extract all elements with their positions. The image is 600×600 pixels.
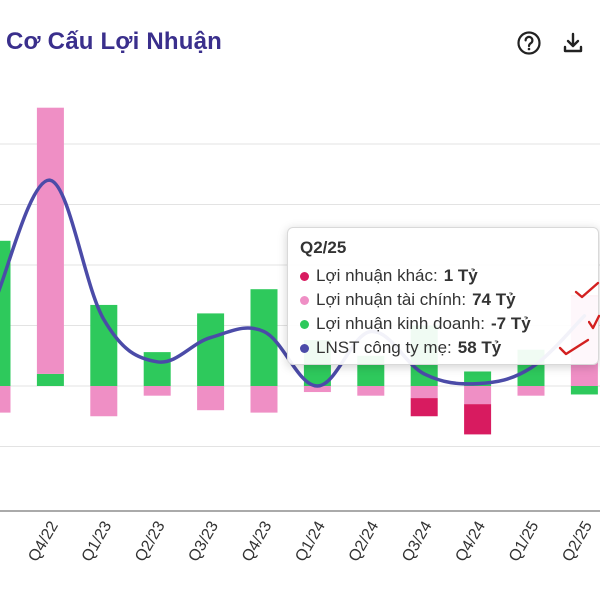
tooltip-label: LNST công ty mẹ:	[316, 338, 452, 357]
bar-tai-chinh[interactable]	[410, 386, 438, 399]
check-mark-annotation	[558, 338, 590, 356]
x-tick-label: Q1/23	[79, 518, 116, 564]
tooltip-value: -7 Tỷ	[491, 314, 531, 333]
bar-tai-chinh[interactable]	[517, 386, 545, 396]
x-tick-label: Q2/25	[559, 518, 596, 564]
tooltip-row-tai-chinh: Lợi nhuận tài chính: 74 Tỷ	[300, 288, 586, 312]
bar-kinh-doanh[interactable]	[0, 240, 11, 386]
tooltip-row-khac: Lợi nhuận khác: 1 Tỷ	[300, 264, 586, 288]
lnst-line	[0, 178, 587, 388]
bar-tai-chinh[interactable]	[90, 386, 118, 417]
x-tick-label: Q4/23	[239, 518, 276, 564]
legend-dot	[300, 343, 309, 353]
question-circle-icon	[517, 31, 541, 55]
legend-dot	[300, 319, 309, 329]
x-tick-label: Q3/24	[399, 518, 436, 564]
lnst-line-path[interactable]	[0, 178, 587, 388]
legend-dot	[300, 271, 309, 281]
tooltip-label: Lợi nhuận kinh doanh:	[316, 314, 486, 333]
tooltip-label: Lợi nhuận khác:	[316, 266, 438, 285]
x-tick-label: Q4/22	[25, 518, 62, 564]
check-mark-annotation	[574, 281, 600, 299]
download-button[interactable]	[556, 26, 590, 60]
chart-title: Cơ Cấu Lợi Nhuận	[6, 28, 222, 55]
tooltip-value: 1 Tỷ	[443, 266, 478, 285]
bar-kinh-doanh[interactable]	[197, 313, 225, 386]
x-tick-labels: Q4/22 Q1/23 Q2/23 Q3/23 Q4/23 Q1/24 Q2/24 Q3/24…	[25, 518, 596, 564]
x-tick-label: Q2/23	[132, 518, 169, 564]
tooltip-label: Lợi nhuận tài chính:	[316, 290, 467, 309]
bar-tai-chinh[interactable]	[357, 386, 385, 396]
tooltip-value: 74 Tỷ	[472, 290, 516, 309]
x-tick-label: Q4/24	[453, 518, 490, 564]
bar-tai-chinh[interactable]	[303, 386, 331, 393]
bar-tai-chinh[interactable]	[143, 386, 171, 396]
x-tick-label: Q1/24	[292, 518, 329, 564]
bar-tai-chinh[interactable]	[36, 107, 64, 374]
tooltip-row-lnst: LNST công ty mẹ: 58 Tỷ	[300, 336, 586, 360]
legend-dot	[300, 295, 309, 305]
bar-tai-chinh[interactable]	[0, 386, 11, 413]
bar-tai-chinh[interactable]	[197, 386, 225, 411]
download-icon	[563, 32, 583, 53]
help-button[interactable]	[512, 26, 546, 60]
tooltip-title: Q2/25	[300, 238, 347, 257]
bar-kinh-doanh[interactable]	[143, 352, 171, 386]
bar-tai-chinh[interactable]	[464, 386, 492, 405]
tooltip-row-kinh-doanh: Lợi nhuận kinh doanh: -7 Tỷ	[300, 312, 586, 336]
x-tick-label: Q2/24	[346, 518, 383, 564]
check-mark-annotation	[588, 314, 600, 330]
bar-tai-chinh[interactable]	[250, 386, 278, 413]
x-tick-label: Q1/25	[506, 518, 543, 564]
bar-khac[interactable]	[410, 398, 438, 417]
tooltip: Q2/25 Lợi nhuận khác: 1 Tỷ Lợi nhuận tài…	[287, 227, 599, 365]
bar-kinh-doanh[interactable]	[570, 386, 598, 395]
x-tick-label: Q3/23	[186, 518, 223, 564]
bar-kinh-doanh[interactable]	[36, 373, 64, 386]
tooltip-value: 58 Tỷ	[457, 338, 502, 357]
bar-khac[interactable]	[464, 404, 492, 435]
